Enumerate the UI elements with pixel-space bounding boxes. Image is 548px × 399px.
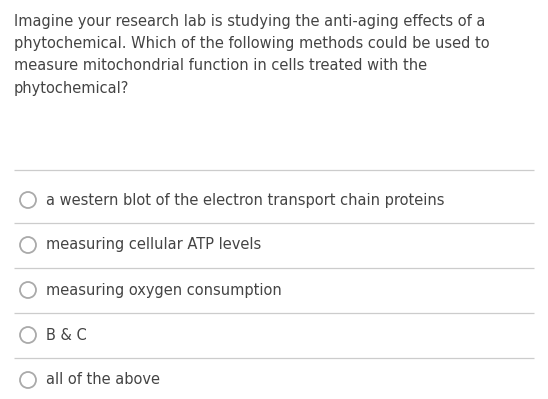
Text: Imagine your research lab is studying the anti-aging effects of a
phytochemical.: Imagine your research lab is studying th… [14, 14, 489, 96]
Text: all of the above: all of the above [46, 373, 160, 387]
Text: measuring cellular ATP levels: measuring cellular ATP levels [46, 237, 261, 253]
Text: B & C: B & C [46, 328, 87, 342]
Text: measuring oxygen consumption: measuring oxygen consumption [46, 282, 282, 298]
Text: a western blot of the electron transport chain proteins: a western blot of the electron transport… [46, 192, 444, 207]
